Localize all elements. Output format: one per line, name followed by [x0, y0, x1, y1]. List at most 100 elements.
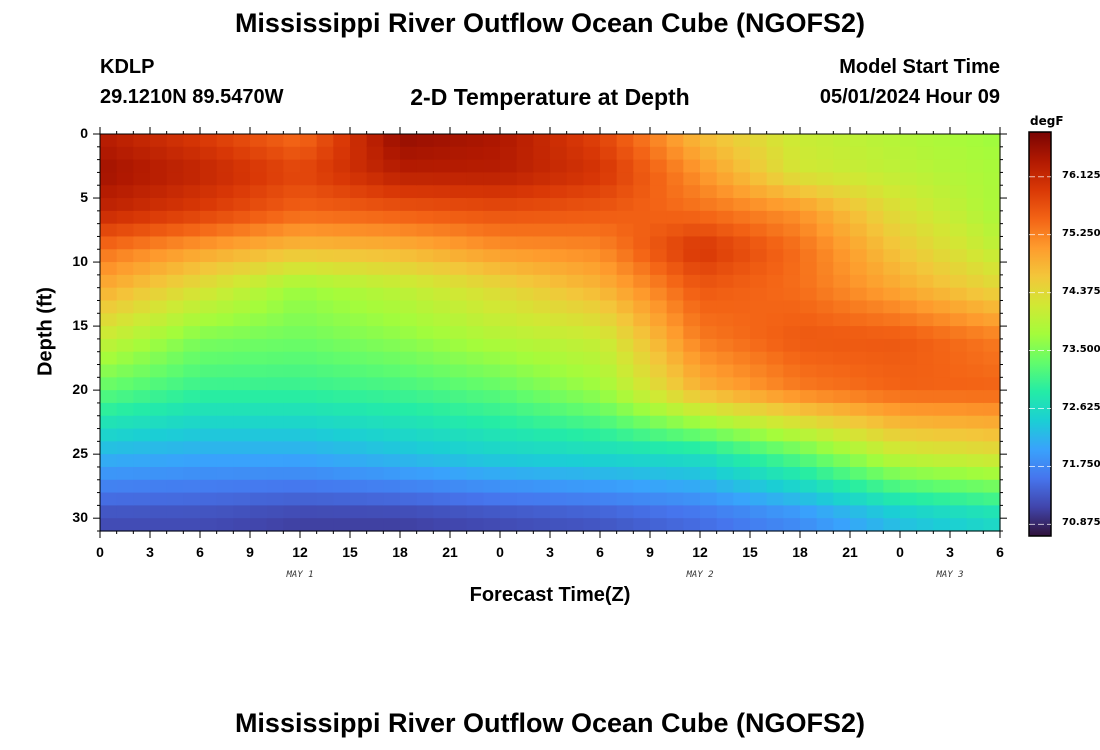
heatmap-cell — [366, 210, 384, 225]
heatmap-cell — [916, 134, 934, 148]
heatmap-cell — [583, 326, 601, 340]
heatmap-cell — [583, 428, 601, 442]
heatmap-cell — [866, 505, 884, 519]
heatmap-cell — [533, 377, 551, 391]
heatmap-cell — [833, 172, 851, 186]
heatmap-cell — [450, 479, 468, 494]
y-tick-label: 25 — [72, 445, 88, 462]
heatmap-cell — [866, 390, 884, 404]
heatmap-cell — [433, 402, 451, 417]
heatmap-cell — [533, 249, 551, 263]
heatmap-cell — [416, 390, 434, 404]
heatmap-cell — [366, 223, 384, 238]
heatmap-cell — [100, 210, 118, 225]
heatmap-cell — [483, 262, 501, 276]
heatmap-cell — [700, 210, 718, 225]
heatmap-cell — [300, 210, 318, 225]
heatmap-cell — [150, 402, 168, 417]
heatmap-cell — [516, 415, 534, 430]
heatmap-cell — [450, 262, 468, 276]
heatmap-cell — [433, 377, 451, 391]
heatmap-cell — [700, 249, 718, 263]
heatmap-cell — [433, 428, 451, 442]
heatmap-cell — [350, 415, 368, 430]
heatmap-cell — [933, 223, 951, 238]
heatmap-cell — [233, 402, 251, 417]
heatmap-cell — [133, 441, 151, 455]
heatmap-cell — [266, 210, 284, 225]
heatmap-cell — [616, 198, 634, 212]
heatmap-cell — [516, 351, 534, 366]
heatmap-cell — [500, 210, 518, 225]
heatmap-cell — [250, 505, 268, 519]
y-tick-label: 30 — [72, 509, 88, 526]
heatmap-cell — [500, 185, 518, 199]
heatmap-cell — [400, 364, 418, 378]
heatmap-cell — [216, 274, 234, 289]
heatmap-cell — [783, 326, 801, 340]
heatmap-cell — [216, 377, 234, 391]
heatmap-cell — [933, 402, 951, 417]
heatmap-cell — [916, 377, 934, 391]
heatmap-cell — [183, 274, 201, 289]
heatmap-cell — [850, 300, 868, 314]
heatmap-cell — [783, 313, 801, 327]
heatmap-cell — [750, 377, 768, 391]
heatmap-cell — [600, 274, 618, 289]
heatmap-cell — [850, 249, 868, 263]
heatmap-cell — [350, 236, 368, 250]
heatmap-cell — [266, 287, 284, 302]
heatmap-cell — [233, 326, 251, 340]
heatmap-cell — [783, 249, 801, 263]
heatmap-cell — [366, 518, 384, 532]
heatmap-cell — [100, 326, 118, 340]
heatmap-cell — [233, 428, 251, 442]
heatmap-cell — [983, 198, 1001, 212]
heatmap-cell — [300, 326, 318, 340]
heatmap-cell — [166, 262, 184, 276]
heatmap-cell — [166, 300, 184, 314]
heatmap-cell — [566, 402, 584, 417]
heatmap-cell — [333, 326, 351, 340]
heatmap-cell — [150, 518, 168, 532]
heatmap-cell — [800, 134, 818, 148]
heatmap-cell — [816, 223, 834, 238]
heatmap-cell — [250, 274, 268, 289]
heatmap-cell — [500, 134, 518, 148]
heatmap-cell — [233, 159, 251, 174]
heatmap-cell — [833, 390, 851, 404]
heatmap-cell — [533, 338, 551, 353]
heatmap-cell — [900, 466, 918, 481]
colorbar-tick-label: 72.625 — [1062, 401, 1100, 413]
temperature-heatmap — [93, 127, 1007, 538]
heatmap-cell — [533, 172, 551, 186]
heatmap-cell — [433, 338, 451, 353]
heatmap-cell — [433, 351, 451, 366]
heatmap-cell — [566, 364, 584, 378]
heatmap-cell — [133, 377, 151, 391]
heatmap-cell — [250, 479, 268, 494]
x-tick-label: 0 — [496, 544, 504, 560]
heatmap-cell — [366, 364, 384, 378]
heatmap-cell — [800, 185, 818, 199]
heatmap-cell — [166, 351, 184, 366]
heatmap-cell — [933, 159, 951, 174]
heatmap-cell — [633, 505, 651, 519]
heatmap-cell — [450, 172, 468, 186]
heatmap-cell — [566, 326, 584, 340]
heatmap-cell — [733, 159, 751, 174]
heatmap-cell — [916, 402, 934, 417]
heatmap-cell — [566, 338, 584, 353]
heatmap-cell — [166, 377, 184, 391]
day-label: MAY 2 — [686, 570, 714, 580]
heatmap-cell — [400, 326, 418, 340]
heatmap-cell — [900, 236, 918, 250]
heatmap-cell — [750, 274, 768, 289]
heatmap-cell — [116, 146, 134, 161]
heatmap-cell — [733, 454, 751, 468]
heatmap-cell — [450, 454, 468, 468]
heatmap-cell — [466, 402, 484, 417]
heatmap-cell — [866, 428, 884, 442]
heatmap-cell — [500, 338, 518, 353]
heatmap-cell — [583, 185, 601, 199]
